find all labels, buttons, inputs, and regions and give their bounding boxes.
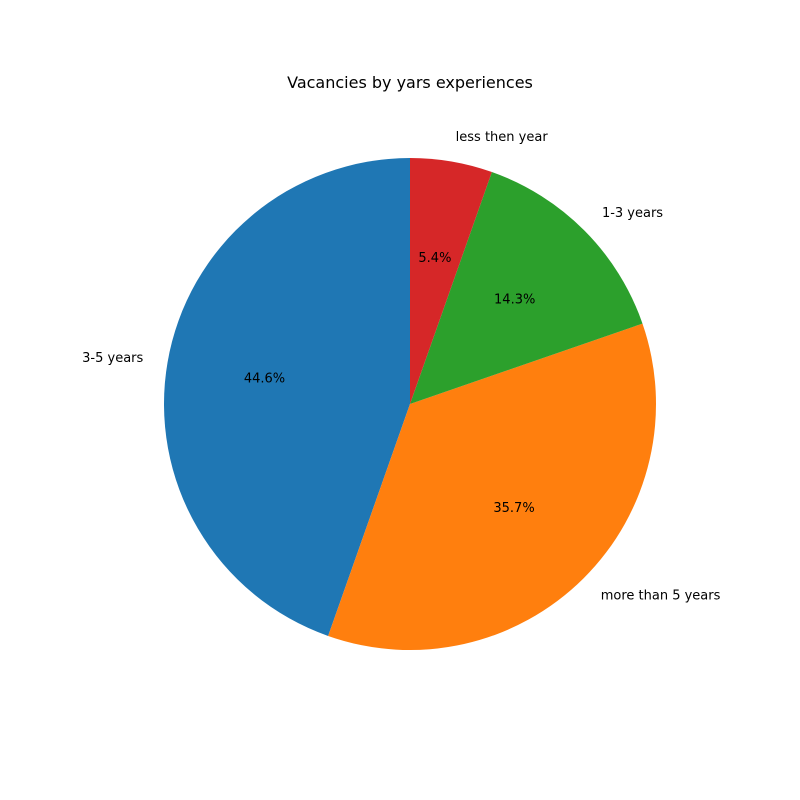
pie-slice-less-then-year [410,158,492,404]
slice-label: more than 5 years [601,588,721,603]
slice-label: 3-5 years [82,351,143,366]
pie-slice-1-3-years [410,172,643,404]
slice-label: less then year [456,130,549,145]
slice-label: 1-3 years [602,206,663,221]
chart-title: Vacancies by yars experiences [287,73,533,92]
pie-slice-3-5-years [164,158,410,636]
pie-labels: 3-5 years 44.6% more than 5 years 35.7% 1-3 … [82,130,720,604]
slice-percent-label: 44.6% [244,372,285,387]
slice-percent-label: 14.3% [494,292,535,307]
slice-percent-label: 35.7% [493,501,534,516]
pie-slice-more-than-5-years [328,323,656,650]
slice-percent-label: 5.4% [418,251,451,266]
pie-slices [164,158,656,650]
